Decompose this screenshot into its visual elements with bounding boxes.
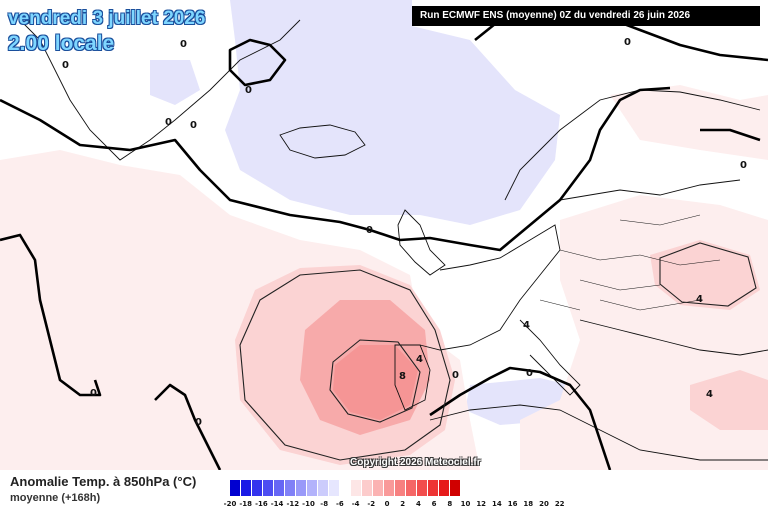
legend-subtitle: moyenne (+168h): [10, 492, 101, 504]
map-canvas: 0 0 0 0 0 0 0 0 0 0 0 4 4 4 8 4 0 0: [0, 0, 768, 470]
legend-bar: Anomalie Temp. à 850hPa (°C) moyenne (+1…: [0, 470, 768, 512]
contour-label: 0: [526, 368, 533, 379]
scandinavia-coast: [504, 89, 761, 201]
baltic-coast: [559, 179, 741, 201]
contour-4-balkans: [659, 242, 757, 307]
contour-label: 0: [165, 117, 172, 128]
color-swatch: [384, 480, 395, 496]
contour-label: 4: [706, 389, 713, 400]
contour-label: 4: [696, 294, 703, 305]
color-swatch: [439, 480, 450, 496]
color-scale-tick: 2: [400, 500, 406, 508]
balkans-coast: [579, 319, 768, 356]
cold-anomaly-north: [225, 0, 560, 225]
zero-contour-east: [700, 128, 761, 142]
zero-contour-medit: [429, 366, 612, 470]
color-scale-tick: 4: [415, 500, 421, 508]
color-scale-tick: 14: [492, 500, 502, 508]
color-swatch: [406, 480, 417, 496]
warm-anomaly-core-inner: [333, 345, 418, 420]
contour-label: 0: [62, 60, 69, 71]
color-swatch: [230, 480, 241, 496]
color-scale-tick: -8: [320, 500, 329, 508]
color-swatch: [417, 480, 428, 496]
color-scale-tick: 12: [476, 500, 487, 508]
color-scale-tick: -2: [367, 500, 376, 508]
contour-label: 0: [624, 37, 631, 48]
color-scale-tick: 20: [539, 500, 549, 508]
color-swatch: [274, 480, 285, 496]
contour-label: 0: [195, 417, 202, 428]
britain-coast: [397, 209, 446, 276]
color-scale-tick: 6: [431, 500, 437, 508]
color-swatch: [395, 480, 406, 496]
color-swatch: [318, 480, 329, 496]
contour-label: 0: [245, 85, 252, 96]
anomaly-map: 0 0 0 0 0 0 0 0 0 0 0 4 4 4 8 4 0 0 vend…: [0, 0, 768, 470]
warm-anomaly-north-east: [610, 85, 768, 160]
contour-label: 8: [399, 371, 406, 382]
contour-label: 4: [416, 354, 423, 365]
europe-coast: [419, 224, 561, 351]
run-info-banner: Run ECMWF ENS (moyenne) 0Z du vendredi 2…: [412, 6, 760, 26]
iberia-coast: [394, 344, 431, 411]
color-scale-tick: 16: [507, 500, 518, 508]
legend-title: Anomalie Temp. à 850hPa (°C): [10, 474, 197, 489]
contour-label: 0: [180, 39, 187, 50]
country-borders: [539, 214, 721, 311]
color-swatch: [373, 480, 384, 496]
contour-label: 0: [366, 225, 373, 236]
forecast-date: vendredi 3 juillet 2026: [8, 8, 206, 29]
color-scale-tick: -16: [255, 500, 268, 508]
color-scale: [230, 480, 461, 496]
color-scale-tick: 18: [523, 500, 534, 508]
zero-contour-atl-south: [154, 383, 222, 470]
color-swatch: [450, 480, 461, 496]
color-swatch: [263, 480, 274, 496]
color-swatch: [241, 480, 252, 496]
color-scale-tick: 22: [554, 500, 565, 508]
color-swatch: [307, 480, 318, 496]
zero-contour-west: [0, 233, 102, 397]
warm-anomaly-balkans: [650, 240, 760, 310]
contour-label: 0: [740, 160, 747, 171]
copyright-text: Copyright 2026 Meteociel.fr: [350, 457, 481, 468]
contour-label: 0: [24, 16, 31, 27]
color-scale-tick: -12: [286, 500, 300, 508]
color-scale-tick: -14: [270, 500, 284, 508]
color-scale-tick: 8: [447, 500, 453, 508]
zero-contour-north: [0, 86, 671, 252]
color-swatch: [252, 480, 263, 496]
color-swatch: [329, 480, 340, 496]
color-scale-tick: -10: [302, 500, 315, 508]
zero-contour-greenland: [228, 38, 287, 87]
contour-label: 4: [523, 320, 530, 331]
color-scale-tick: -20: [223, 500, 237, 508]
color-swatch: [340, 480, 351, 496]
contour-label: 0: [190, 120, 197, 131]
cold-anomaly-greenland: [150, 60, 200, 105]
africa-coast: [429, 404, 768, 461]
forecast-time: 2.00 locale: [8, 32, 115, 55]
warm-anomaly-turkey: [690, 370, 768, 430]
color-scale-tick: -18: [239, 500, 253, 508]
color-swatch: [296, 480, 307, 496]
color-scale-tick: 10: [460, 500, 471, 508]
color-swatch: [428, 480, 439, 496]
color-scale-tick: -6: [336, 500, 344, 508]
positive-contour-lines: [239, 242, 757, 461]
contour-8-core: [329, 339, 421, 423]
color-scale-tick: -4: [351, 500, 360, 508]
contour-label: 0: [452, 370, 459, 381]
contour-4-iberia: [239, 269, 451, 461]
contour-labels: 0 0 0 0 0 0 0 0 0 0 0 4 4 4 8 4 0 0: [24, 16, 747, 428]
color-swatch: [362, 480, 373, 496]
contour-label: 0: [90, 388, 97, 399]
zero-contour-lines: [0, 6, 768, 470]
color-swatch: [351, 480, 362, 496]
iceland-coast: [279, 124, 366, 159]
color-scale-tick: 0: [384, 500, 390, 508]
color-swatch: [285, 480, 296, 496]
